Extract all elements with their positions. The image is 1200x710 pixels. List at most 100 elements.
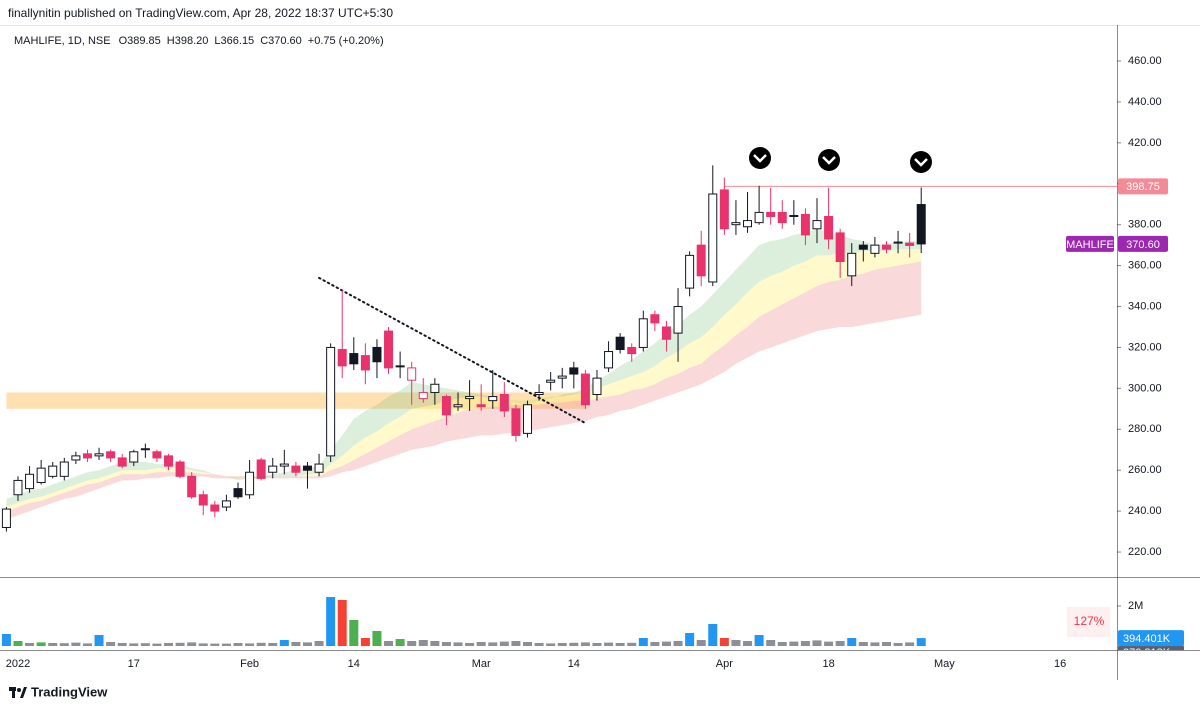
legend-value: 370.60 xyxy=(268,35,302,47)
volume-bar xyxy=(164,643,174,646)
volume-bar xyxy=(25,643,35,646)
volume-bar xyxy=(106,642,116,646)
candle-body xyxy=(870,244,880,254)
candle-body xyxy=(905,242,915,246)
candle-body xyxy=(743,220,753,228)
candle-body xyxy=(164,455,174,467)
price-pane xyxy=(1,165,1117,532)
volume-bar xyxy=(476,642,486,646)
candle-body xyxy=(916,204,926,245)
volume-bar xyxy=(557,643,567,646)
candle-body xyxy=(210,504,220,512)
candle-body xyxy=(858,244,868,250)
volume-bar xyxy=(766,640,776,646)
last-price-badge xyxy=(1118,235,1168,252)
candle-body xyxy=(117,457,127,467)
candle-body xyxy=(384,330,394,369)
volume-bar xyxy=(592,643,602,646)
volume-bar xyxy=(580,642,590,646)
volume-bar xyxy=(384,641,394,646)
legend-change: +0.75 (+0.20%) xyxy=(308,35,384,47)
volume-bar xyxy=(48,643,58,646)
volume-bar xyxy=(210,643,220,646)
volume-bar xyxy=(789,641,799,646)
candle-body xyxy=(847,252,857,277)
volume-bar xyxy=(893,643,903,646)
candle-body xyxy=(650,314,660,324)
candle-body xyxy=(418,391,428,400)
trendline xyxy=(318,276,587,425)
candle-body xyxy=(627,346,637,355)
legend-value: 389.85 xyxy=(127,35,161,47)
ribbon-band xyxy=(6,249,922,512)
volume-bar xyxy=(881,642,891,646)
y-tick-label: 440.00 xyxy=(1128,96,1162,108)
y-tick-label: 460.00 xyxy=(1128,55,1162,67)
candle-body xyxy=(71,455,81,461)
x-tick-label: 18 xyxy=(822,658,834,670)
legend-key: C xyxy=(260,35,268,47)
volume-bar xyxy=(708,624,718,646)
x-tick-label: 14 xyxy=(568,658,580,670)
volume-bar xyxy=(546,643,556,646)
candle-body xyxy=(731,222,741,226)
volume-bar xyxy=(233,643,243,646)
candle-body xyxy=(569,367,579,375)
x-tick-label: Feb xyxy=(240,658,259,670)
volume-bar xyxy=(279,640,289,646)
candle-body xyxy=(708,193,718,283)
price-line-badge xyxy=(1118,178,1168,195)
volume-bar xyxy=(638,638,648,646)
candle-body xyxy=(407,367,417,381)
candle-body xyxy=(360,355,370,371)
candle-body xyxy=(766,211,776,218)
candle-body xyxy=(615,336,625,350)
candle-body xyxy=(546,379,556,383)
price-line-label: 398.75 xyxy=(1126,181,1160,193)
candle-body xyxy=(48,465,58,477)
candle-body xyxy=(685,254,695,289)
symbol-badge xyxy=(1066,235,1114,252)
candle-body xyxy=(800,213,810,236)
volume-bar xyxy=(661,641,671,646)
volume-label: 394.401K xyxy=(1123,633,1171,645)
candle-body xyxy=(789,214,799,218)
volume-percent-box xyxy=(1067,607,1110,637)
candle-body xyxy=(511,408,521,436)
candle-body xyxy=(233,488,243,498)
legend-value: 398.20 xyxy=(175,35,209,47)
volume-bar xyxy=(82,643,92,646)
candle-body xyxy=(812,220,822,230)
volume-bar xyxy=(800,641,810,646)
y-tick-label: 300.00 xyxy=(1128,382,1162,394)
y-tick-label: 380.00 xyxy=(1128,219,1162,231)
candle-body xyxy=(221,500,231,508)
volume-bar xyxy=(59,643,69,646)
candle-body xyxy=(13,479,23,496)
brand-logo xyxy=(9,687,27,698)
volume-bar xyxy=(152,643,162,646)
candle-body xyxy=(488,396,498,402)
candle-body xyxy=(696,244,706,277)
candle-body xyxy=(592,377,602,396)
volume-bar xyxy=(534,643,544,646)
legend-key: L xyxy=(214,35,220,47)
y-tick-label: 240.00 xyxy=(1128,505,1162,517)
candle-body xyxy=(824,216,834,240)
candle-body xyxy=(580,373,590,406)
candle-body xyxy=(94,453,104,457)
legend-key: O xyxy=(119,35,128,47)
candle-body xyxy=(337,348,347,367)
volume-bar xyxy=(685,633,695,646)
volume-bar xyxy=(627,642,637,646)
x-tick-label: 14 xyxy=(348,658,360,670)
candle-body xyxy=(604,351,614,369)
candle-body xyxy=(372,346,382,363)
volume-bar xyxy=(673,641,683,646)
candle-body xyxy=(777,211,787,224)
volume-axis-badges: 270.818K 394.401K xyxy=(1118,630,1184,650)
y-tick-label: 320.00 xyxy=(1128,341,1162,353)
candle-body xyxy=(291,465,301,473)
